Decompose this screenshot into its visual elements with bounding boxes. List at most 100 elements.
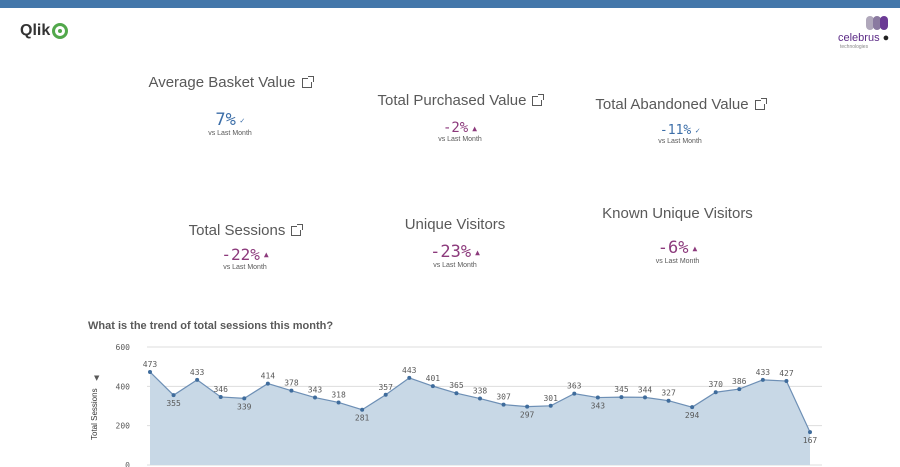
qlik-logo: Qlik <box>20 22 69 40</box>
data-label: 294 <box>685 411 700 420</box>
chart-title: What is the trend of total sessions this… <box>88 320 334 332</box>
data-point <box>595 395 600 400</box>
data-label: 307 <box>496 393 511 402</box>
data-point <box>336 400 341 405</box>
y-tick-label: 200 <box>116 422 131 431</box>
data-label: 378 <box>284 379 299 388</box>
data-label: 443 <box>402 366 417 375</box>
kpi-total-abandoned-value[interactable]: Total Abandoned Value -11% ✓ vs Last Mont… <box>585 94 775 145</box>
data-label: 357 <box>378 383 393 392</box>
kpi-value: -2% <box>442 120 469 136</box>
celebrus-logo: celebrus ● technologies <box>838 16 890 52</box>
kpi-title: Total Sessions <box>188 222 286 239</box>
kpi-comparison-label: vs Last Month <box>223 264 267 271</box>
data-label: 343 <box>308 386 323 395</box>
data-label: 301 <box>543 394 558 403</box>
qlik-logo-text: Qlik <box>20 22 51 39</box>
data-label: 346 <box>213 385 228 394</box>
data-label: 327 <box>661 389 676 398</box>
y-tick-label: 400 <box>116 382 131 391</box>
external-link-icon[interactable] <box>301 75 314 88</box>
external-link-icon[interactable] <box>291 223 304 236</box>
data-point <box>242 396 247 401</box>
data-point <box>760 377 765 382</box>
data-point <box>383 392 388 397</box>
data-label: 281 <box>355 414 370 423</box>
data-point <box>407 375 412 380</box>
data-label: 318 <box>331 390 346 399</box>
kpi-known-unique-visitors[interactable]: Known Unique Visitors -6% ▲ vs Last Month <box>590 203 765 265</box>
kpi-title: Total Purchased Value <box>377 92 527 109</box>
data-label: 339 <box>237 402 252 411</box>
kpi-comparison-label: vs Last Month <box>208 130 252 137</box>
kpi-comparison-label: vs Last Month <box>433 262 477 269</box>
sort-arrow-icon[interactable]: ▼ <box>94 374 100 382</box>
data-label: 473 <box>143 360 158 369</box>
kpi-title: Average Basket Value <box>148 74 296 91</box>
data-point <box>265 381 270 386</box>
data-point <box>548 403 553 408</box>
sessions-trend-chart[interactable]: 0 200 400 600 473 355 433 346 339 414 378 343 318 281… <box>100 338 840 467</box>
data-label: 345 <box>614 385 629 394</box>
data-point <box>713 390 718 395</box>
data-point <box>690 405 695 410</box>
data-label: 167 <box>803 436 818 445</box>
kpi-total-sessions[interactable]: Total Sessions -22% ▲ vs Last Month <box>150 220 340 271</box>
data-point <box>218 394 223 399</box>
data-point <box>454 391 459 396</box>
data-point <box>430 384 435 389</box>
check-icon: ✓ <box>239 115 245 125</box>
data-label: 363 <box>567 382 582 391</box>
up-triangle-icon: ▲ <box>472 123 478 133</box>
celebrus-logo-text: celebrus ● <box>838 32 890 44</box>
kpi-value: 7% <box>215 110 236 130</box>
data-label: 355 <box>166 399 181 408</box>
kpi-average-basket-value[interactable]: Average Basket Value 7% ✓ vs Last Month <box>140 72 320 137</box>
external-link-icon[interactable] <box>754 97 767 110</box>
data-label: 386 <box>732 377 747 386</box>
data-label: 433 <box>756 368 771 377</box>
data-label: 433 <box>190 368 205 377</box>
kpi-total-purchased-value[interactable]: Total Purchased Value -2% ▲ vs Last Month <box>365 90 555 143</box>
data-point <box>478 396 482 401</box>
kpi-value: -11% <box>659 123 692 138</box>
data-point <box>289 388 294 393</box>
kpi-comparison-label: vs Last Month <box>655 258 700 265</box>
y-axis-label: Total Sessions <box>90 388 99 440</box>
data-label: 343 <box>591 402 606 411</box>
kpi-unique-visitors[interactable]: Unique Visitors -23% ▲ vs Last Month <box>370 214 540 269</box>
data-point <box>195 377 200 382</box>
data-point <box>619 395 624 400</box>
top-accent-bar <box>0 0 900 8</box>
kpi-title: Known Unique Visitors <box>602 205 753 222</box>
data-label: 401 <box>426 374 441 383</box>
data-label: 414 <box>261 372 276 381</box>
kpi-comparison-label: vs Last Month <box>438 136 482 143</box>
up-triangle-icon: ▲ <box>263 250 269 259</box>
data-point <box>572 391 577 396</box>
data-label: 365 <box>449 381 464 390</box>
data-point <box>360 407 365 412</box>
data-label: 427 <box>779 369 794 378</box>
data-point <box>171 393 176 398</box>
data-point <box>784 379 789 384</box>
kpi-title: Total Abandoned Value <box>595 96 749 113</box>
data-point <box>525 404 530 409</box>
kpi-value: -6% <box>657 238 689 258</box>
y-tick-label: 0 <box>125 461 130 467</box>
data-point <box>666 398 671 403</box>
up-triangle-icon: ▲ <box>692 243 698 253</box>
data-label: 338 <box>473 387 488 396</box>
data-point <box>643 395 647 400</box>
data-label: 297 <box>520 411 535 420</box>
external-link-icon[interactable] <box>532 93 545 106</box>
qlik-logo-icon <box>52 23 69 39</box>
data-point <box>148 369 152 374</box>
kpi-value: -22% <box>221 245 260 264</box>
data-point <box>808 430 812 435</box>
data-label: 344 <box>638 385 653 394</box>
data-label: 370 <box>708 380 723 389</box>
data-point <box>501 402 506 407</box>
data-point <box>313 395 317 400</box>
kpi-comparison-label: vs Last Month <box>658 138 702 145</box>
